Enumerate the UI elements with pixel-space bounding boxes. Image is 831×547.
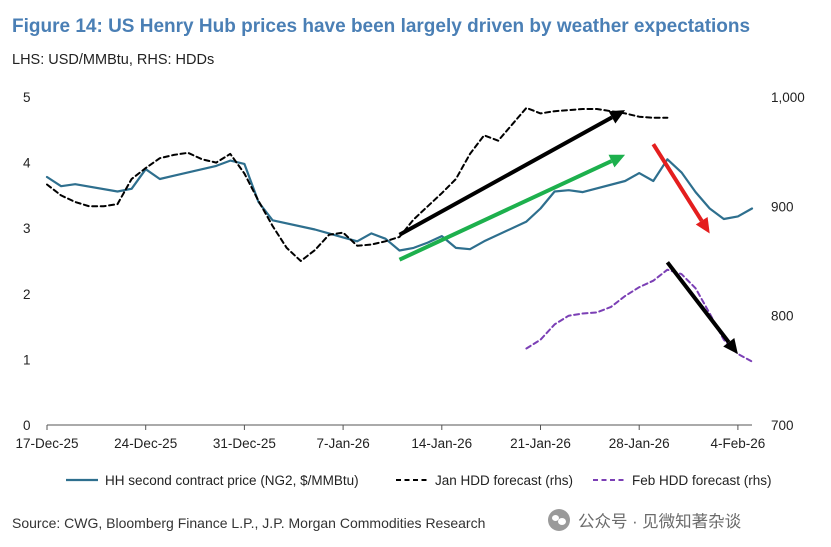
annotation-layer xyxy=(398,110,738,355)
watermark-text: 公众号 · 见微知著杂谈 xyxy=(578,513,742,531)
chart-subtitle: LHS: USD/MMBtu, RHS: HDDs xyxy=(12,52,215,68)
series-line-2 xyxy=(46,106,669,262)
y-right-tick-label: 700 xyxy=(771,418,794,433)
y-left-tick-label: 1 xyxy=(23,352,31,367)
annotation-arrow-head xyxy=(723,337,738,355)
x-tick-label: 28-Jan-26 xyxy=(609,436,670,451)
series-line-3 xyxy=(525,268,753,363)
annotation-arrow-shaft xyxy=(398,115,613,237)
legend: HH second contract price (NG2, $/MMBtu) J… xyxy=(66,473,772,488)
x-tick-label: 4-Feb-26 xyxy=(711,436,766,451)
y-left-tick-label: 3 xyxy=(23,221,31,236)
watermark: 公众号 · 见微知著杂谈 xyxy=(548,508,741,532)
y-left-tick-label: 4 xyxy=(23,156,31,171)
legend-label: Jan HDD forecast (rhs) xyxy=(435,473,573,488)
y-right-tick-label: 800 xyxy=(771,309,794,324)
x-tick-label: 24-Dec-25 xyxy=(114,436,177,451)
legend-label: Feb HDD forecast (rhs) xyxy=(632,473,772,488)
annotation-arrow-shaft xyxy=(665,261,731,344)
series-line-1 xyxy=(45,158,754,252)
annotation-arrow-shaft xyxy=(651,143,704,222)
chart-title: Figure 14: US Henry Hub prices have been… xyxy=(12,16,751,37)
axes: 17-Dec-25 24-Dec-25 31-Dec-25 7-Jan-26 14-Ja… xyxy=(15,90,804,451)
y-right-tick-label: 900 xyxy=(771,199,794,214)
x-tick-label: 14-Jan-26 xyxy=(411,436,472,451)
x-tick-label: 17-Dec-25 xyxy=(15,436,78,451)
y-left-tick-label: 5 xyxy=(23,90,31,105)
annotation-arrow-head xyxy=(695,217,710,234)
x-tick-label: 21-Jan-26 xyxy=(510,436,571,451)
x-tick-label: 7-Jan-26 xyxy=(316,436,369,451)
source-note: Source: CWG, Bloomberg Finance L.P., J.P… xyxy=(12,515,486,531)
x-tick-label: 31-Dec-25 xyxy=(213,436,276,451)
annotation-arrow-head xyxy=(608,110,626,124)
legend-label: HH second contract price (NG2, $/MMBtu) xyxy=(105,473,359,488)
y-left-tick-label: 2 xyxy=(23,287,31,302)
annotation-arrow-head xyxy=(608,154,626,168)
y-right-tick-label: 1,000 xyxy=(771,90,805,105)
wechat-icon xyxy=(548,509,570,531)
annotation-arrow-shaft xyxy=(398,159,613,262)
y-left-tick-label: 0 xyxy=(23,418,31,433)
